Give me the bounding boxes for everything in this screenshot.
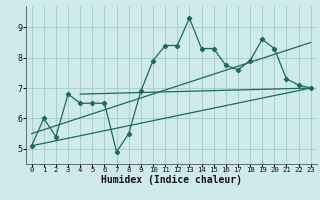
- X-axis label: Humidex (Indice chaleur): Humidex (Indice chaleur): [101, 175, 242, 185]
